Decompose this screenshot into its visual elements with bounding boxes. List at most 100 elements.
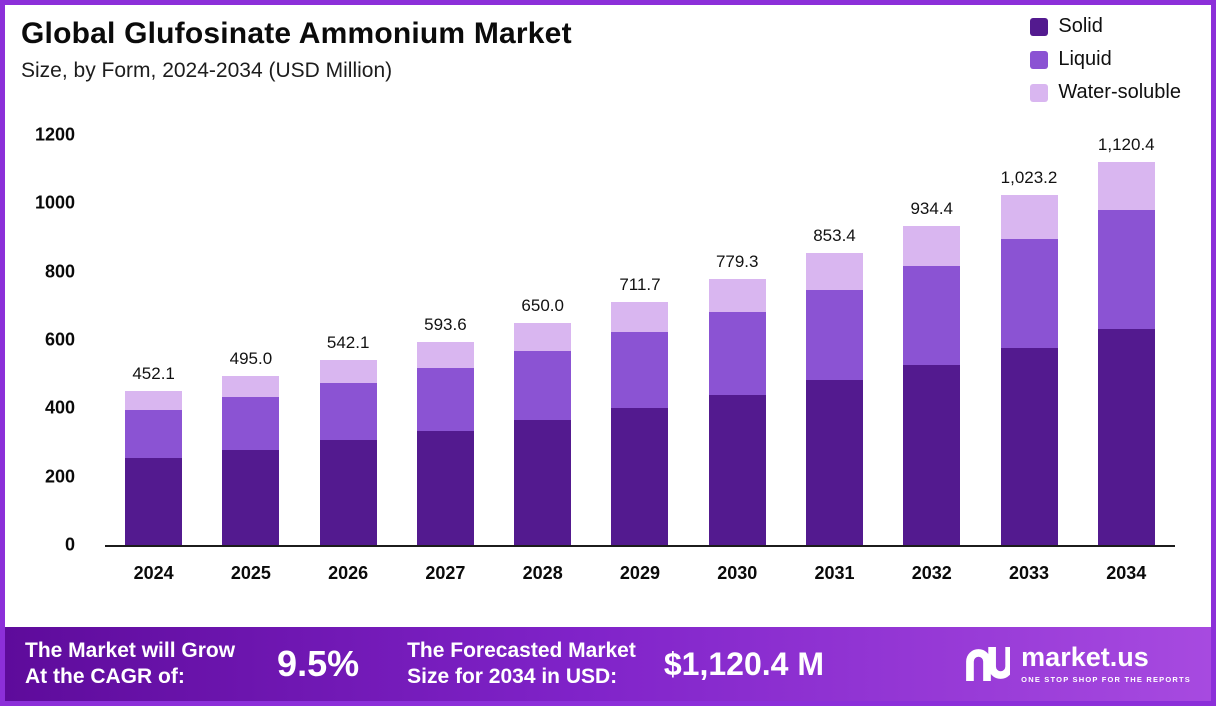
chart-legend: Solid Liquid Water-soluble — [1030, 15, 1181, 104]
bar-total-label: 934.4 — [910, 198, 954, 218]
forecast-label: The Forecasted Market Size for 2034 in U… — [407, 638, 636, 691]
cagr-label-line1: The Market will Grow — [25, 638, 236, 662]
y-tick-label: 1200 — [34, 124, 75, 145]
page-title: Global Glufosinate Ammonium Market — [21, 17, 572, 50]
bar-segment-liquid — [805, 289, 863, 381]
plot-area: 452.1 495.0 542.1 593.6 650.0 711.7 779.3 853.4… — [105, 135, 1175, 547]
bar-2033: 1,023.2 — [1000, 135, 1058, 545]
forecast-value: $1,120.4 M — [663, 645, 824, 682]
bar-2031: 853.4 — [805, 135, 863, 545]
marketus-logo: market.us ONE STOP SHOP FOR THE REPORTS — [964, 644, 1191, 684]
bar-total-label: 1,120.4 — [1097, 135, 1155, 155]
legend-swatch — [1030, 50, 1049, 69]
x-axis-labels: 2024 2025 2026 2027 2028 2029 2030 2031 2032 2033… — [105, 563, 1175, 584]
x-label-2025: 2025 — [230, 563, 271, 583]
bar-segment-solid — [125, 457, 183, 545]
bar-segment-liquid — [125, 410, 183, 458]
bar-2028: 650.0 — [514, 135, 572, 545]
bar-segment-water-soluble — [708, 278, 766, 313]
bar-segment-liquid — [1000, 239, 1058, 348]
bar-segment-solid — [708, 394, 766, 545]
bar-segment-water-soluble — [805, 253, 863, 290]
bar-segment-solid — [514, 419, 572, 545]
x-label-2032: 2032 — [911, 563, 952, 583]
bar-total-label: 711.7 — [619, 274, 661, 294]
bar-segment-solid — [805, 380, 863, 545]
bar-total-label: 542.1 — [326, 332, 370, 352]
bar-total-label: 650.0 — [521, 295, 564, 315]
bar-segment-liquid — [903, 265, 961, 365]
x-label-2034: 2034 — [1106, 563, 1147, 583]
page-subtitle: Size, by Form, 2024-2034 (USD Million) — [21, 59, 393, 82]
legend-item-solid: Solid — [1030, 15, 1181, 38]
y-tick-label: 600 — [44, 329, 75, 350]
cagr-label: The Market will Grow At the CAGR of: — [25, 638, 235, 691]
bar-total-label: 452.1 — [132, 363, 175, 383]
legend-label: Liquid — [1058, 48, 1112, 70]
bar-segment-liquid — [708, 312, 766, 395]
legend-item-water-soluble: Water-soluble — [1030, 81, 1181, 104]
bar-2026: 542.1 — [319, 135, 377, 545]
bar-segment-water-soluble — [1097, 162, 1155, 211]
y-axis: 0 200 400 600 800 1000 1200 — [5, 125, 87, 555]
bar-total-label: 1,023.2 — [1000, 168, 1058, 188]
x-label-2024: 2024 — [133, 563, 174, 583]
legend-swatch — [1030, 83, 1049, 102]
x-label-2028: 2028 — [522, 563, 563, 583]
bar-segment-liquid — [222, 397, 280, 450]
bar-segment-solid — [222, 449, 280, 545]
chart-region: Global Glufosinate Ammonium Market Size,… — [5, 5, 1211, 627]
forecast-label-line2: Size for 2034 in USD: — [407, 665, 618, 688]
cagr-value: 9.5% — [277, 643, 360, 684]
bar-total-label: 779.3 — [715, 251, 759, 271]
marketus-logo-icon — [966, 646, 1011, 682]
brand-text: market.us ONE STOP SHOP FOR THE REPORTS — [1021, 644, 1191, 685]
bar-segment-liquid — [1097, 210, 1155, 329]
bar-2030: 779.3 — [708, 135, 766, 545]
legend-label: Water-soluble — [1058, 81, 1181, 103]
chart-header: Global Glufosinate Ammonium Market Size,… — [21, 17, 572, 83]
legend-item-liquid: Liquid — [1030, 48, 1181, 71]
bar-total-label: 853.4 — [813, 226, 856, 246]
footer-banner: The Market will Grow At the CAGR of: 9.5… — [5, 627, 1211, 701]
x-label-2026: 2026 — [328, 563, 369, 583]
bar-segment-solid — [903, 364, 961, 545]
bar-segment-liquid — [611, 332, 669, 408]
bar-segment-water-soluble — [611, 301, 669, 333]
bar-segment-water-soluble — [1000, 195, 1058, 240]
legend-swatch — [1030, 17, 1049, 36]
bar-segment-water-soluble — [416, 342, 474, 368]
bar-segment-water-soluble — [319, 359, 377, 384]
bar-segment-solid — [416, 430, 474, 545]
brand-tagline: ONE STOP SHOP FOR THE REPORTS — [1021, 675, 1191, 684]
bar-segment-liquid — [319, 383, 377, 441]
bar-segment-solid — [1097, 328, 1155, 545]
bar-segment-water-soluble — [903, 225, 961, 266]
bar-2024: 452.1 — [125, 135, 183, 545]
bar-segment-liquid — [416, 367, 474, 431]
forecast-label-line1: The Forecasted Market — [407, 638, 636, 662]
bar-2029: 711.7 — [611, 135, 669, 545]
y-tick-label: 400 — [44, 397, 75, 418]
y-tick-label: 1000 — [34, 192, 75, 213]
bar-segment-water-soluble — [222, 375, 280, 398]
bar-segment-liquid — [514, 350, 572, 420]
bar-2032: 934.4 — [903, 135, 961, 545]
x-label-2031: 2031 — [814, 563, 855, 583]
x-label-2027: 2027 — [425, 563, 466, 583]
bar-segment-solid — [319, 440, 377, 545]
legend-label: Solid — [1058, 15, 1103, 37]
bar-total-label: 593.6 — [424, 315, 467, 335]
x-label-2033: 2033 — [1008, 563, 1050, 583]
cagr-label-line2: At the CAGR of: — [25, 665, 185, 688]
y-tick-label: 200 — [44, 466, 75, 487]
y-tick-label: 800 — [44, 261, 75, 282]
x-label-2029: 2029 — [619, 563, 660, 583]
x-label-2030: 2030 — [717, 563, 758, 583]
bar-segment-water-soluble — [125, 390, 183, 411]
y-tick-label: 0 — [64, 534, 75, 555]
bar-segment-solid — [611, 407, 669, 545]
bar-2034: 1,120.4 — [1097, 135, 1155, 545]
bar-2027: 593.6 — [416, 135, 474, 545]
